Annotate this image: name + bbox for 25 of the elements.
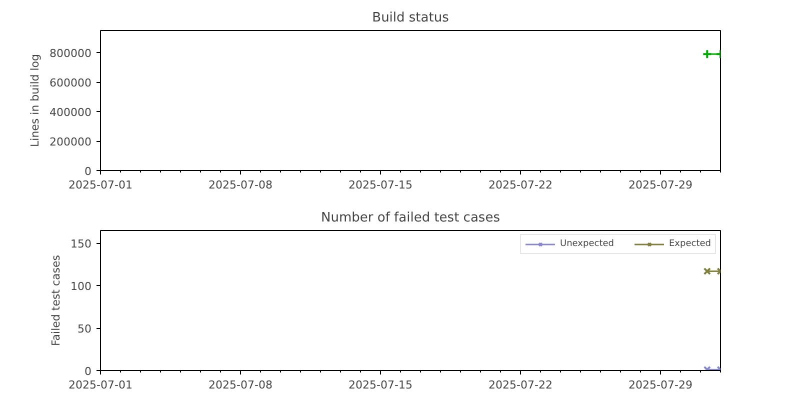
y-axis-title: Lines in build log — [28, 54, 42, 147]
y-tick-label: 800000 — [50, 47, 92, 60]
x-tick-label: 2025-07-08 — [208, 378, 272, 392]
y-tick-label: 200000 — [50, 136, 92, 149]
chart-title: Build status — [372, 10, 450, 26]
x-tick-label: 2025-07-15 — [348, 378, 412, 392]
y-tick-label: 600000 — [50, 76, 92, 90]
y-tick-label: 0 — [84, 365, 92, 378]
chart-title: Number of failed test cases — [321, 210, 500, 226]
x-tick-label: 2025-07-29 — [628, 378, 692, 392]
y-tick-label: 0 — [84, 165, 92, 178]
y-tick-label: 50 — [78, 322, 92, 336]
legend-label: Expected — [669, 239, 711, 249]
x-tick-label: 2025-07-15 — [348, 178, 412, 192]
x-tick-label: 2025-07-01 — [68, 178, 132, 192]
y-axis-title: Failed test cases — [50, 254, 63, 346]
y-tick-label: 150 — [70, 238, 92, 251]
y-tick-label: 400000 — [50, 106, 92, 120]
x-tick-label: 2025-07-22 — [488, 178, 552, 192]
x-tick-label: 2025-07-01 — [68, 378, 132, 392]
x-tick-label: 2025-07-29 — [628, 178, 692, 192]
x-tick-label: 2025-07-08 — [208, 178, 272, 192]
legend-label: Unexpected — [560, 239, 614, 249]
x-tick-label: 2025-07-22 — [488, 378, 552, 392]
y-tick-label: 100 — [70, 280, 92, 294]
